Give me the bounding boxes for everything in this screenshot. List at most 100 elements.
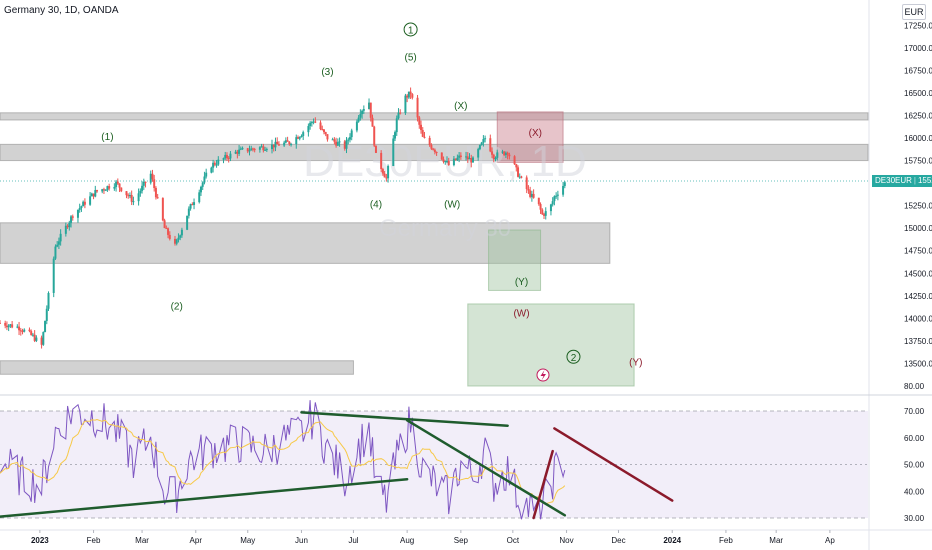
candle-body xyxy=(527,189,530,191)
candle-body xyxy=(331,139,334,141)
candle-body xyxy=(466,156,469,160)
candle-body xyxy=(234,151,237,154)
candle-body xyxy=(201,182,204,187)
candle-body xyxy=(556,194,559,196)
rsi-trendline[interactable] xyxy=(300,411,509,427)
candle-body xyxy=(418,117,421,125)
candle-body xyxy=(544,211,547,216)
candle-body xyxy=(314,121,317,123)
rsi-tick-label: 30.00 xyxy=(904,514,925,523)
candle-body xyxy=(66,225,69,228)
time-tick-label: Nov xyxy=(559,536,573,545)
rsi-tick-label: 50.00 xyxy=(904,461,925,470)
candles xyxy=(0,87,566,349)
wave-label: 1 xyxy=(403,22,418,37)
candle-body xyxy=(361,110,364,115)
candle-body xyxy=(298,137,301,139)
price-tick-label: 16750.0 xyxy=(904,66,932,75)
candle-body xyxy=(470,157,473,163)
candle-body xyxy=(54,246,57,259)
candle-body xyxy=(260,146,263,148)
candle-body xyxy=(428,137,431,145)
candle-body xyxy=(503,151,506,156)
candle-body xyxy=(335,141,338,146)
candle-body xyxy=(68,222,71,228)
candle-body xyxy=(45,308,48,321)
candle-body xyxy=(420,124,423,131)
time-tick-label: Oct xyxy=(507,536,520,545)
candle-body xyxy=(482,139,485,143)
candle-body xyxy=(193,202,196,205)
candle-body xyxy=(277,144,280,146)
candle-body xyxy=(406,95,409,98)
time-tick-label: Ap xyxy=(825,536,835,545)
candle-body xyxy=(23,329,26,332)
candle-body xyxy=(0,322,1,324)
candle-body xyxy=(338,141,341,143)
candle-body xyxy=(70,216,73,223)
candle-body xyxy=(326,134,329,140)
candle-body xyxy=(250,148,253,151)
candle-body xyxy=(484,138,487,140)
candle-body xyxy=(562,185,565,195)
candle-body xyxy=(501,151,504,153)
candle-body xyxy=(33,334,36,341)
wave-label: (5) xyxy=(404,52,416,63)
candle-body xyxy=(156,197,159,199)
candle-body xyxy=(274,141,277,148)
candle-body xyxy=(251,148,254,150)
price-tick-label: 14750.0 xyxy=(904,247,932,256)
rsi-trendline[interactable] xyxy=(0,477,409,518)
candle-body xyxy=(215,164,218,166)
candle-body xyxy=(373,126,376,146)
currency-button[interactable]: EUR xyxy=(902,4,926,20)
candle-body xyxy=(515,164,518,168)
candle-body xyxy=(491,151,494,155)
price-tick-label: 13500.0 xyxy=(904,359,932,368)
time-axis[interactable]: 2023 Feb Mar Apr May Jun Jul Aug Sep Oct Nov Dec 202… xyxy=(0,529,932,545)
rsi-pane: 30.00 40.00 50.00 60.00 70.00 80.00 xyxy=(0,382,932,523)
candle-body xyxy=(236,151,239,154)
rsi-trendline[interactable] xyxy=(553,427,674,502)
candle-body xyxy=(241,148,244,150)
zone-green xyxy=(488,229,542,291)
candle-body xyxy=(465,156,468,158)
rsi-tick-label: 60.00 xyxy=(904,434,925,443)
price-tag-value: 15523.6 xyxy=(917,175,932,185)
candle-body xyxy=(454,158,457,161)
price-tick-label: 14500.0 xyxy=(904,269,932,278)
candle-body xyxy=(265,149,268,151)
candle-body xyxy=(253,149,256,151)
candle-body xyxy=(506,152,509,155)
candle-body xyxy=(442,159,445,162)
candle-body xyxy=(430,144,433,149)
candle-body xyxy=(16,326,19,328)
candle-body xyxy=(276,141,279,145)
lightning-icon[interactable] xyxy=(536,368,550,382)
price-tick-label: 15250.0 xyxy=(904,202,932,211)
time-tick-label: 2024 xyxy=(663,536,681,545)
candle-body xyxy=(154,187,157,198)
candle-body xyxy=(28,329,31,332)
candle-body xyxy=(407,91,410,98)
candle-body xyxy=(264,149,267,151)
candle-body xyxy=(421,130,424,137)
wave-label-text: (Y) xyxy=(629,357,642,368)
candle-body xyxy=(186,215,189,230)
candle-body xyxy=(108,186,111,189)
last-price-tag: DE30EUR|15523.6 xyxy=(872,174,932,187)
rsi-trendline[interactable] xyxy=(532,449,554,520)
candle-body xyxy=(80,206,83,209)
candle-body xyxy=(433,149,436,152)
candle-body xyxy=(459,155,462,157)
rsi-ma-line xyxy=(0,418,566,505)
candle-body xyxy=(132,201,135,203)
price-axis[interactable]: 13500.0 13750.0 14000.0 14250.0 14500.0 14750… xyxy=(868,0,932,550)
candle-body xyxy=(395,118,398,133)
candle-body xyxy=(300,135,303,138)
candle-body xyxy=(496,152,499,158)
rsi-tick-label: 80.00 xyxy=(904,382,925,391)
candle-body xyxy=(118,183,121,188)
time-tick-label: May xyxy=(240,536,255,545)
